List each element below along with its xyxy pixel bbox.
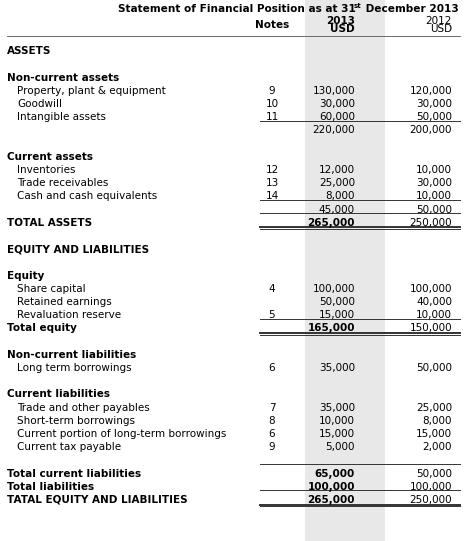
Text: 10,000: 10,000 <box>416 192 452 201</box>
Text: 11: 11 <box>265 112 279 122</box>
Text: 8,000: 8,000 <box>422 416 452 426</box>
Text: 7: 7 <box>269 403 275 413</box>
Text: 265,000: 265,000 <box>308 495 355 505</box>
Text: 13: 13 <box>265 178 279 188</box>
Text: 5,000: 5,000 <box>326 442 355 452</box>
Text: Long term borrowings: Long term borrowings <box>17 363 132 373</box>
Text: 2012: 2012 <box>426 16 452 25</box>
Text: 4: 4 <box>269 284 275 294</box>
Text: 5: 5 <box>269 310 275 320</box>
Text: Share capital: Share capital <box>17 284 86 294</box>
Text: 35,000: 35,000 <box>319 403 355 413</box>
Text: 6: 6 <box>269 429 275 439</box>
Text: Current tax payable: Current tax payable <box>17 442 121 452</box>
Text: Property, plant & equipment: Property, plant & equipment <box>17 86 166 96</box>
Text: 165,000: 165,000 <box>308 324 355 333</box>
Text: Trade receivables: Trade receivables <box>17 178 109 188</box>
Text: 50,000: 50,000 <box>416 469 452 479</box>
Text: 10,000: 10,000 <box>319 416 355 426</box>
Text: 15,000: 15,000 <box>319 429 355 439</box>
Text: 45,000: 45,000 <box>319 204 355 215</box>
Text: Total current liabilities: Total current liabilities <box>7 469 141 479</box>
Text: 10: 10 <box>265 99 279 109</box>
Text: 50,000: 50,000 <box>416 112 452 122</box>
Text: Inventories: Inventories <box>17 165 75 175</box>
Text: 100,000: 100,000 <box>410 284 452 294</box>
Text: 265,000: 265,000 <box>308 218 355 228</box>
Text: 220,000: 220,000 <box>312 126 355 135</box>
Text: Current liabilities: Current liabilities <box>7 390 110 399</box>
Text: 100,000: 100,000 <box>410 482 452 492</box>
Text: Total liabilities: Total liabilities <box>7 482 94 492</box>
Text: Non-current liabilities: Non-current liabilities <box>7 350 136 360</box>
Text: December 2013: December 2013 <box>362 4 459 14</box>
Text: 30,000: 30,000 <box>319 99 355 109</box>
Text: 250,000: 250,000 <box>410 495 452 505</box>
Text: 200,000: 200,000 <box>410 126 452 135</box>
Text: Notes: Notes <box>255 20 289 30</box>
Text: 150,000: 150,000 <box>410 324 452 333</box>
Text: Trade and other payables: Trade and other payables <box>17 403 150 413</box>
Text: 10,000: 10,000 <box>416 310 452 320</box>
Text: 10,000: 10,000 <box>416 165 452 175</box>
Text: st: st <box>354 3 362 9</box>
Text: 6: 6 <box>269 363 275 373</box>
Text: TATAL EQUITY AND LIABILITIES: TATAL EQUITY AND LIABILITIES <box>7 495 188 505</box>
Text: 50,000: 50,000 <box>416 204 452 215</box>
Text: 8: 8 <box>269 416 275 426</box>
Text: 50,000: 50,000 <box>319 297 355 307</box>
Text: Revaluation reserve: Revaluation reserve <box>17 310 121 320</box>
Text: 30,000: 30,000 <box>416 178 452 188</box>
Text: 40,000: 40,000 <box>416 297 452 307</box>
Text: Short-term borrowings: Short-term borrowings <box>17 416 135 426</box>
Text: 65,000: 65,000 <box>315 469 355 479</box>
Text: 9: 9 <box>269 442 275 452</box>
Text: 12,000: 12,000 <box>319 165 355 175</box>
Text: 120,000: 120,000 <box>410 86 452 96</box>
Text: 60,000: 60,000 <box>319 112 355 122</box>
Text: 250,000: 250,000 <box>410 218 452 228</box>
Text: 9: 9 <box>269 86 275 96</box>
Text: 100,000: 100,000 <box>312 284 355 294</box>
Text: USD: USD <box>430 24 452 35</box>
Text: 50,000: 50,000 <box>416 363 452 373</box>
Text: Total equity: Total equity <box>7 324 77 333</box>
Text: 2,000: 2,000 <box>422 442 452 452</box>
Bar <box>305 0 385 541</box>
Text: Retained earnings: Retained earnings <box>17 297 112 307</box>
Text: Current portion of long-term borrowings: Current portion of long-term borrowings <box>17 429 227 439</box>
Text: Non-current assets: Non-current assets <box>7 72 119 83</box>
Text: 100,000: 100,000 <box>308 482 355 492</box>
Text: TOTAL ASSETS: TOTAL ASSETS <box>7 218 92 228</box>
Text: Goodwill: Goodwill <box>17 99 62 109</box>
Text: 15,000: 15,000 <box>319 310 355 320</box>
Text: 30,000: 30,000 <box>416 99 452 109</box>
Text: Equity: Equity <box>7 270 45 281</box>
Text: 25,000: 25,000 <box>319 178 355 188</box>
Text: 12: 12 <box>265 165 279 175</box>
Text: 2013: 2013 <box>326 16 355 25</box>
Text: Intangible assets: Intangible assets <box>17 112 106 122</box>
Text: Statement of Financial Position as at 31: Statement of Financial Position as at 31 <box>118 4 356 14</box>
Text: 35,000: 35,000 <box>319 363 355 373</box>
Text: 14: 14 <box>265 192 279 201</box>
Text: EQUITY AND LIABILITIES: EQUITY AND LIABILITIES <box>7 244 149 254</box>
Text: ASSETS: ASSETS <box>7 46 51 56</box>
Text: 15,000: 15,000 <box>416 429 452 439</box>
Text: Cash and cash equivalents: Cash and cash equivalents <box>17 192 157 201</box>
Text: 8,000: 8,000 <box>326 192 355 201</box>
Text: USD: USD <box>330 24 355 35</box>
Text: Current assets: Current assets <box>7 152 93 162</box>
Text: 130,000: 130,000 <box>312 86 355 96</box>
Text: 25,000: 25,000 <box>416 403 452 413</box>
